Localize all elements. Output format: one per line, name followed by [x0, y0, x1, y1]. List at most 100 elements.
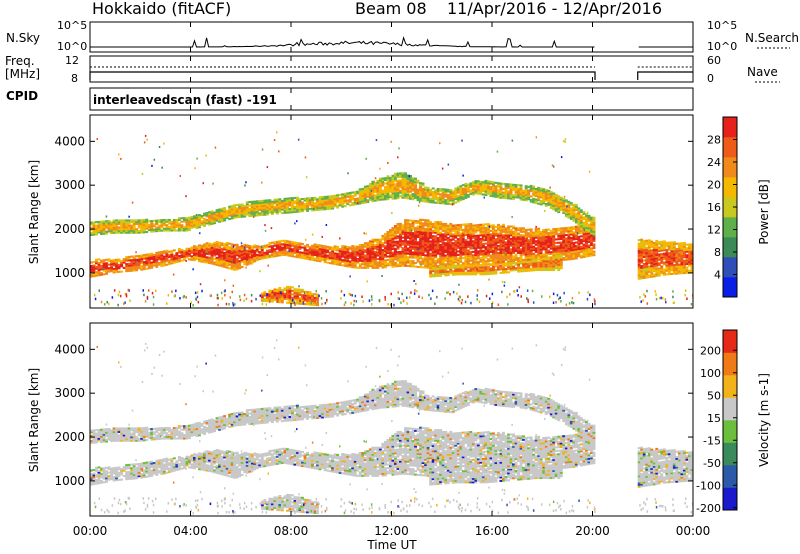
echo-cell — [218, 261, 222, 264]
echo-cell — [228, 258, 232, 261]
echo-cell — [283, 253, 287, 256]
echo-cell — [318, 199, 322, 202]
echo-cell — [532, 197, 536, 200]
echo-cell — [411, 247, 415, 250]
echo-cell — [391, 241, 395, 244]
echo-cell — [544, 261, 548, 264]
echo-cell — [534, 242, 538, 245]
echo-cell — [313, 207, 317, 210]
echo-cell — [316, 200, 320, 203]
echo-cell — [542, 239, 546, 242]
echo-cell — [275, 295, 279, 298]
echo-cell — [311, 200, 315, 203]
echo-cell — [431, 251, 435, 254]
echo-cell — [258, 251, 262, 254]
echo-cell — [499, 243, 503, 246]
echo-cell — [519, 244, 523, 247]
echo-cell — [185, 247, 189, 250]
echo-cell — [125, 222, 129, 225]
echo-cell — [291, 209, 294, 212]
echo-cell — [532, 237, 536, 240]
echo-cell — [155, 223, 159, 226]
echo-cell — [348, 204, 352, 207]
echo-cell — [456, 260, 460, 263]
echo-cell — [313, 245, 317, 248]
echo-cell — [147, 229, 151, 232]
echo-cell — [637, 260, 641, 263]
echo-cell — [474, 273, 478, 276]
echo-cell — [579, 209, 583, 212]
echo-cell — [391, 176, 395, 179]
echo-cell — [318, 198, 322, 201]
echo-cell — [280, 289, 284, 292]
echo-cell — [105, 258, 109, 261]
echo-cell — [492, 267, 495, 270]
echo-cell — [97, 274, 101, 277]
echo-cell — [301, 253, 304, 256]
echo-cell — [421, 184, 425, 187]
echo-cell — [361, 200, 365, 203]
echo-cell — [361, 249, 365, 252]
echo-cell — [278, 243, 282, 246]
echo-cell — [205, 220, 209, 223]
echo-cell — [585, 227, 588, 230]
echo-cell — [363, 185, 367, 188]
echo-cell — [499, 266, 503, 269]
echo-cell — [381, 193, 385, 196]
echo-cell — [499, 262, 503, 265]
echo-cell — [391, 239, 395, 242]
echo-cell — [562, 227, 566, 230]
echo-cell — [637, 274, 641, 277]
echo-cell — [303, 297, 307, 300]
echo-cell — [441, 256, 445, 259]
echo-cell — [559, 265, 563, 268]
echo-cell — [125, 226, 129, 229]
echo-cell — [509, 264, 513, 267]
echo-cell — [549, 252, 553, 255]
echo-cell — [497, 265, 500, 268]
echo-cell — [522, 268, 526, 271]
echo-cell — [421, 218, 425, 221]
echo-cell — [519, 186, 523, 189]
echo-cell — [396, 258, 400, 261]
echo-cell — [474, 266, 478, 269]
echo-cell — [132, 258, 136, 261]
echo-cell — [492, 226, 495, 229]
echo-cell — [333, 201, 337, 204]
echo-cell — [223, 210, 227, 213]
echo-cell — [459, 268, 463, 271]
echo-cell — [172, 254, 176, 257]
echo-cell — [389, 255, 392, 258]
echo-cell — [406, 224, 410, 227]
echo-cell — [421, 245, 425, 248]
echo-cell — [260, 252, 264, 255]
echo-cell — [416, 232, 420, 235]
echo-cell — [348, 251, 352, 254]
echo-cell — [366, 259, 370, 262]
echo-cell — [489, 256, 493, 259]
echo-cell — [391, 244, 395, 247]
echo-cell — [368, 256, 372, 259]
echo-cell — [225, 256, 229, 259]
echo-cell — [446, 267, 450, 270]
echo-cell — [489, 226, 493, 229]
echo-cell — [195, 245, 199, 248]
echo-cell — [590, 233, 593, 236]
echo-cell — [492, 240, 495, 243]
echo-cell — [497, 245, 500, 248]
echo-cell — [97, 227, 101, 230]
echo-cell — [366, 256, 370, 259]
echo-cell — [228, 260, 232, 263]
echo-cell — [456, 238, 460, 241]
echo-cell — [130, 255, 134, 258]
echo-cell — [504, 244, 508, 247]
echo-cell — [198, 246, 201, 249]
echo-cell — [346, 260, 350, 263]
echo-cell — [549, 269, 553, 272]
echo-cell — [399, 174, 402, 177]
echo-cell — [273, 244, 277, 247]
echo-cell — [291, 244, 294, 247]
echo-cell — [484, 185, 488, 188]
echo-cell — [431, 270, 435, 273]
echo-cell — [446, 228, 450, 231]
